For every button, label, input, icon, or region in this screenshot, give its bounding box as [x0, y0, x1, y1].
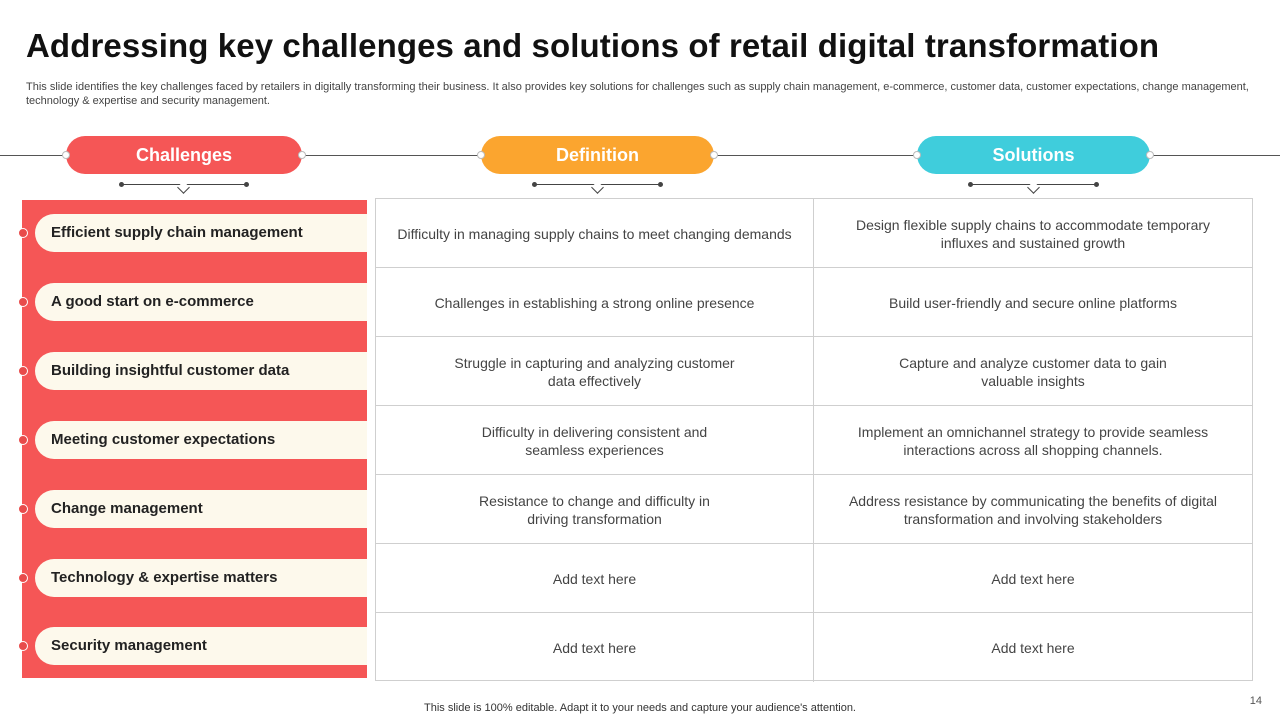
bullet-dot [18, 641, 28, 651]
header-line-mid-2 [714, 155, 917, 156]
pill-dot-left [477, 151, 485, 159]
table-row: Add text here Add text here [376, 613, 1252, 682]
chevron-down-icon [591, 181, 604, 194]
connector-end-dot [532, 182, 537, 187]
chevron-down-icon [1027, 181, 1040, 194]
header-line-mid-1 [301, 155, 482, 156]
challenge-item: Building insightful customer data [35, 352, 367, 390]
definition-cell: Struggle in capturing and analyzing cust… [376, 337, 814, 406]
solution-cell: Capture and analyze customer data to gai… [899, 354, 1167, 389]
solution-cell: Build user-friendly and secure online pl… [889, 294, 1177, 311]
definition-cell: Challenges in establishing a strong onli… [376, 268, 814, 337]
challenges-header: Challenges [62, 136, 306, 174]
solutions-connector [968, 181, 1099, 194]
table-row: Difficulty in delivering consistent and … [376, 406, 1252, 475]
solution-cell: Address resistance by communicating the … [848, 492, 1218, 527]
table-row: Difficulty in managing supply chains to … [376, 199, 1252, 268]
connector-end-dot [658, 182, 663, 187]
pill-dot-left [913, 151, 921, 159]
row-divider [376, 612, 1252, 613]
page-title: Addressing key challenges and solutions … [26, 27, 1160, 64]
pill-dot-right [1146, 151, 1154, 159]
challenge-item: Technology & expertise matters [35, 559, 367, 597]
table-row: Challenges in establishing a strong onli… [376, 268, 1252, 337]
challenge-item: Meeting customer expectations [35, 421, 367, 459]
page-subtitle: This slide identifies the key challenges… [26, 81, 1249, 107]
solution-cell: Add text here [991, 639, 1075, 656]
bullet-dot [18, 297, 28, 307]
bullet-dot [18, 366, 28, 376]
table-row: Resistance to change and difficulty in d… [376, 475, 1252, 544]
row-divider [376, 543, 1252, 544]
solution-cell: Implement an omnichannel strategy to pro… [857, 423, 1209, 458]
definition-solution-table: Difficulty in managing supply chains to … [375, 198, 1253, 682]
challenge-item: Efficient supply chain management [35, 214, 367, 252]
solution-cell: Add text here [991, 570, 1075, 587]
header-line-left [0, 155, 66, 156]
pill-dot-right [298, 151, 306, 159]
solution-cell: Design flexible supply chains to accommo… [855, 216, 1211, 251]
challenges-connector [119, 181, 249, 194]
definition-header: Definition [477, 136, 718, 174]
pill-dot-left [62, 151, 70, 159]
definition-cell: Difficulty in managing supply chains to … [376, 199, 814, 268]
bullet-dot [18, 228, 28, 238]
challenge-item: A good start on e-commerce [35, 283, 367, 321]
challenge-item: Change management [35, 490, 367, 528]
row-divider [376, 474, 1252, 475]
solutions-header-label: Solutions [992, 145, 1075, 165]
footer-note: This slide is 100% editable. Adapt it to… [424, 702, 856, 714]
solutions-header: Solutions [913, 136, 1154, 174]
definition-header-label: Definition [556, 145, 639, 165]
definition-cell: Difficulty in delivering consistent and … [376, 406, 814, 475]
row-divider [376, 336, 1252, 337]
row-divider [376, 405, 1252, 406]
connector-end-dot [244, 182, 249, 187]
challenge-item: Security management [35, 627, 367, 665]
definition-cell: Add text here [376, 544, 814, 613]
definition-connector [532, 181, 663, 194]
page-number: 14 [1249, 695, 1262, 707]
bullet-dot [18, 573, 28, 583]
table-row: Add text here Add text here [376, 544, 1252, 613]
connector-end-dot [119, 182, 124, 187]
table-row: Struggle in capturing and analyzing cust… [376, 337, 1252, 406]
chevron-down-icon [177, 181, 190, 194]
definition-cell: Resistance to change and difficulty in d… [376, 475, 814, 544]
header-line-right [1150, 155, 1280, 156]
definition-cell: Add text here [376, 613, 814, 682]
pill-dot-right [710, 151, 718, 159]
connector-end-dot [1094, 182, 1099, 187]
bullet-dot [18, 435, 28, 445]
challenges-header-label: Challenges [135, 145, 233, 165]
row-divider [376, 267, 1252, 268]
connector-end-dot [968, 182, 973, 187]
bullet-dot [18, 504, 28, 514]
